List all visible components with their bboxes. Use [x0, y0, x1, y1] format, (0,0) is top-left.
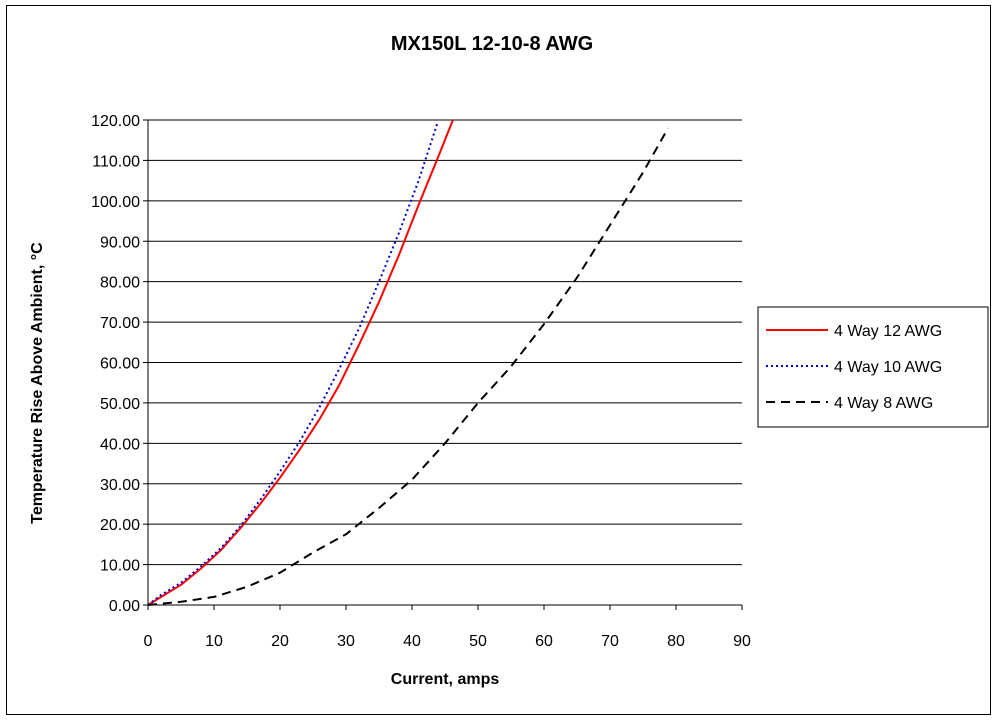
x-tick-label: 90	[733, 633, 751, 650]
y-tick-label: 90.00	[100, 234, 140, 251]
y-tick-label: 50.00	[100, 396, 140, 413]
y-tick-label: 60.00	[100, 356, 140, 373]
y-tick-label: 0.00	[109, 598, 140, 615]
series-line	[147, 123, 439, 606]
y-tick-label: 40.00	[100, 436, 140, 453]
x-tick-labels: 0 10 20 30 40 50 60 70 80 90	[144, 633, 751, 650]
x-tick-label: 50	[469, 633, 487, 650]
y-tick-label: 20.00	[100, 517, 140, 534]
y-tick-label: 120.00	[91, 113, 140, 130]
legend-label: 4 Way 8 AWG	[834, 395, 933, 412]
series-line	[147, 119, 454, 606]
y-tick-label: 10.00	[100, 558, 140, 575]
gridlines	[148, 119, 742, 566]
x-tick-label: 10	[205, 633, 223, 650]
y-tick-label: 80.00	[100, 275, 140, 292]
x-tick-label: 80	[667, 633, 685, 650]
y-axis-label: Temperature Rise Above Ambient, °C	[29, 242, 46, 524]
y-tick-label: 110.00	[92, 153, 140, 170]
x-tick-label: 30	[337, 633, 355, 650]
y-tick-label: 70.00	[100, 315, 140, 332]
x-tick-label: 70	[601, 633, 619, 650]
legend: 4 Way 12 AWG 4 Way 10 AWG 4 Way 8 AWG	[757, 306, 989, 428]
axes	[143, 119, 743, 610]
chart-title: MX150L 12-10-8 AWG	[391, 33, 593, 55]
series-line	[147, 127, 669, 606]
legend-label: 4 Way 10 AWG	[834, 359, 942, 376]
x-tick-label: 0	[144, 633, 153, 650]
legend-label: 4 Way 12 AWG	[834, 323, 942, 340]
y-tick-label: 30.00	[100, 477, 140, 494]
x-tick-label: 60	[535, 633, 553, 650]
series-lines	[147, 119, 669, 606]
x-tick-label: 20	[271, 633, 289, 650]
y-tick-label: 100.00	[91, 194, 140, 211]
x-tick-label: 40	[403, 633, 421, 650]
x-axis-label: Current, amps	[391, 671, 500, 688]
y-tick-labels: 0.00 10.00 20.00 30.00 40.00 50.00 60.00 70.00 8…	[91, 113, 140, 615]
